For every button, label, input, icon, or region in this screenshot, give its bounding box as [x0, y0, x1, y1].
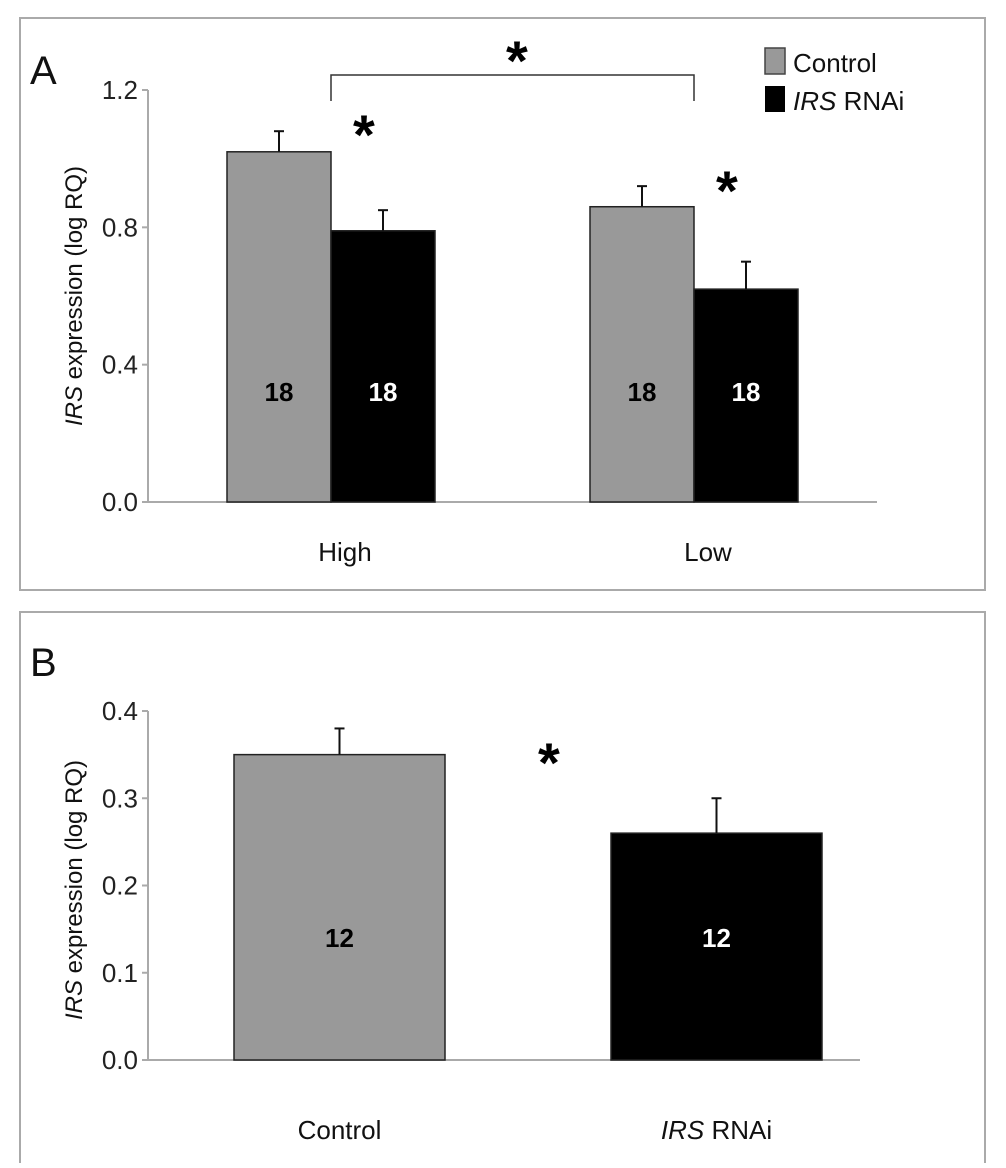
y-tick-label: 0.2: [102, 871, 138, 901]
panel-a-label: A: [30, 49, 57, 93]
x-category-label-italic: IRS: [661, 1115, 705, 1145]
y-tick-label: 0.0: [102, 1045, 138, 1075]
sample-size-label: 18: [369, 377, 398, 407]
panel-b-label: B: [30, 641, 57, 685]
legend-swatch-control: [764, 47, 786, 75]
y-tick-label: 0.4: [102, 350, 138, 380]
panel-a-frame: [19, 17, 986, 591]
bar: [610, 832, 823, 1061]
legend-swatch-rnai: [765, 86, 785, 112]
high-star: *: [353, 103, 375, 166]
y-axis-label-text: expression (log RQ): [61, 760, 88, 980]
y-axis-label-italic: IRS: [61, 980, 88, 1020]
sample-size-label: 12: [325, 923, 354, 953]
bar: [226, 151, 332, 503]
x-category-label: IRS RNAi: [661, 1115, 772, 1145]
y-axis-label: IRS expression (log RQ): [61, 166, 88, 426]
y-axis-label-text: expression (log RQ): [61, 166, 88, 386]
x-category-label: Control: [298, 1115, 382, 1145]
x-category-label-text: RNAi: [704, 1115, 772, 1145]
low-star: *: [716, 159, 738, 222]
legend-label-rnai: IRS RNAi: [793, 86, 904, 116]
bar: [330, 230, 436, 503]
panel-b-frame: [19, 611, 986, 1163]
y-tick-label: 0.8: [102, 212, 138, 242]
y-tick-label: 0.3: [102, 783, 138, 813]
chart-a: 0.0 0.4 0.8 1.2 IRS expression (log RQ) 18 18 H…: [61, 75, 877, 567]
bar: [589, 205, 695, 503]
x-category-label-text: Control: [298, 1115, 382, 1145]
y-tick-label: 0.0: [102, 487, 138, 517]
bar: [233, 753, 446, 1061]
x-category-label: High: [318, 537, 371, 567]
y-axis-label-italic: IRS: [61, 386, 88, 426]
sample-size-label: 12: [702, 923, 731, 953]
bar: [693, 288, 799, 503]
chart-b: 0.0 0.1 0.2 0.3 0.4 IRS expression (log RQ) 12…: [61, 696, 860, 1145]
legend: Control IRS RNAi: [764, 47, 904, 116]
sample-size-label: 18: [628, 377, 657, 407]
sample-size-label: 18: [265, 377, 294, 407]
y-tick-label: 1.2: [102, 75, 138, 105]
panel-b-star: *: [538, 731, 560, 794]
x-category-label: Low: [684, 537, 732, 567]
legend-label-control: Control: [793, 48, 877, 78]
y-tick-label: 0.4: [102, 696, 138, 726]
y-axis-label: IRS expression (log RQ): [61, 760, 88, 1020]
sample-size-label: 18: [732, 377, 761, 407]
bracket-star: *: [506, 29, 528, 92]
y-tick-label: 0.1: [102, 958, 138, 988]
significance-bracket: [330, 74, 695, 101]
